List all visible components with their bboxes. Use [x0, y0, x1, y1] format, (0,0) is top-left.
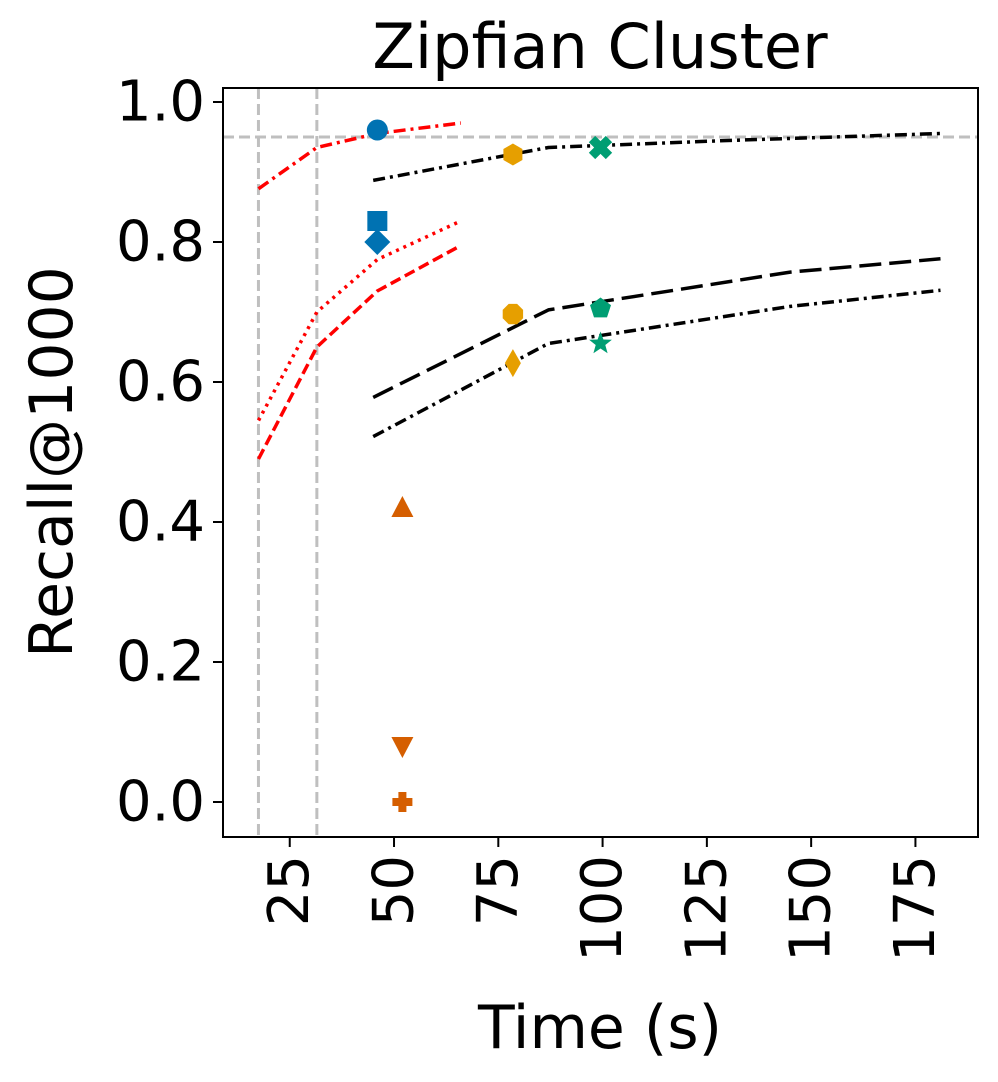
y-axis-label: Recall@1000	[17, 266, 87, 658]
y-tick-label: 0.8	[116, 210, 205, 275]
series-black-dashdot-bottom	[372, 288, 941, 439]
diamond-marker	[364, 229, 391, 255]
x-tick-label: 175	[883, 855, 948, 962]
series-red-dashed	[256, 243, 462, 460]
x-axis-label: Time (s)	[477, 993, 722, 1063]
chart-title: Zipfian Cluster	[372, 10, 828, 83]
circle-marker	[366, 119, 388, 141]
x-tick-label: 75	[466, 855, 531, 926]
triangle-down-marker	[391, 737, 414, 758]
x-tick-label: 150	[779, 855, 844, 962]
y-tick-label: 0.0	[116, 770, 205, 835]
y-tick-label: 1.0	[116, 70, 205, 135]
plot-frame	[222, 87, 979, 838]
y-tick-label: 0.6	[116, 350, 205, 415]
x-tick-label: 25	[257, 855, 322, 926]
y-tick-label: 0.4	[116, 490, 205, 555]
plus-marker	[392, 792, 413, 812]
thin-diamond-marker	[504, 349, 521, 378]
octagon-marker	[502, 303, 524, 325]
x-tick-label: 125	[674, 855, 739, 962]
star-marker	[589, 331, 612, 354]
y-tick-label: 0.2	[116, 630, 205, 695]
triangle-up-marker	[391, 496, 414, 517]
series-red-dotted	[256, 219, 462, 422]
x-tick-label: 100	[570, 855, 635, 962]
series-black-dashdot-top	[372, 131, 941, 183]
hexagon-marker	[503, 143, 523, 166]
series-red-dashdot	[257, 121, 462, 191]
series-black-longdash	[372, 257, 941, 399]
square-marker	[367, 211, 388, 231]
x-filled-marker	[588, 135, 613, 160]
pentagon-marker	[590, 297, 611, 318]
x-tick-label: 50	[362, 855, 427, 926]
